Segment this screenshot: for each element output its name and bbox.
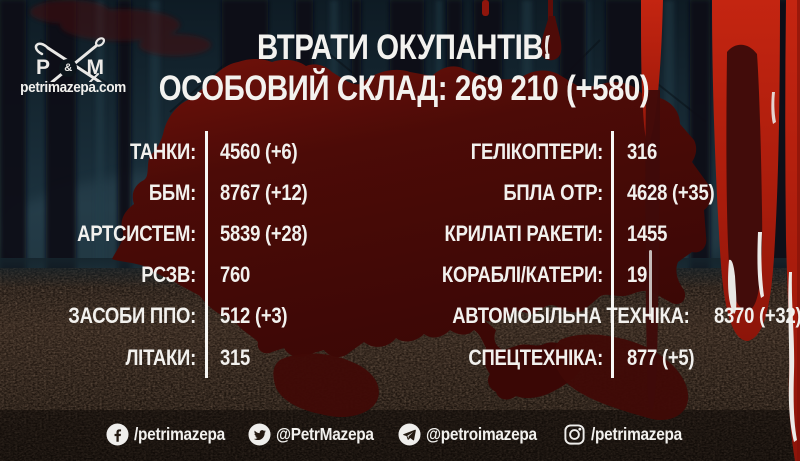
- twitter-icon: [248, 423, 271, 446]
- instagram-link[interactable]: /petrimazepa: [563, 423, 694, 446]
- stat-row-mlrs: РСЗВ: 760: [0, 255, 400, 296]
- logo: P & M petrimazepa.com: [20, 22, 126, 102]
- twitter-handle: @PetrMazepa: [275, 424, 374, 444]
- telegram-icon: [398, 423, 421, 446]
- stat-label: ГЕЛІКОПТЕРИ:: [470, 138, 603, 164]
- stat-value: 877 (+5): [627, 344, 695, 370]
- stat-row-special-equipment: СПЕЦТЕХНІКА: 877 (+5): [407, 337, 800, 378]
- page-title: ВТРАТИ ОКУПАНТІВ. ОСОБОВИЙ СКЛАД: 269 21…: [8, 27, 800, 109]
- stat-label: АРТСИСТЕМ:: [77, 220, 196, 246]
- stat-label: ЛІТАКИ:: [125, 344, 196, 370]
- stat-value: 4628 (+35): [627, 179, 715, 205]
- twitter-link[interactable]: @PetrMazepa: [248, 423, 387, 446]
- stat-row-planes: ЛІТАКИ: 315: [0, 337, 400, 378]
- stat-label: БПЛА ОТР:: [503, 179, 603, 205]
- stat-row-artillery: АРТСИСТЕМ: 5839 (+28): [0, 213, 400, 254]
- stat-label: ЗАСОБИ ППО:: [68, 303, 196, 329]
- blood-drip-middle: [641, 0, 663, 412]
- instagram-icon: [564, 424, 585, 445]
- stat-value: 19: [627, 262, 648, 288]
- stat-label: КРИЛАТІ РАКЕТИ:: [444, 220, 604, 246]
- telegram-link[interactable]: @petroimazepa: [398, 423, 552, 446]
- right-column-divider: [611, 131, 614, 378]
- instagram-handle: /petrimazepa: [591, 424, 682, 444]
- stat-label: РСЗВ:: [141, 262, 196, 288]
- stat-label: КОРАБЛІ/КАТЕРИ:: [441, 262, 603, 288]
- logo-ampersand: &: [59, 59, 78, 77]
- logo-letter-p: P: [36, 56, 51, 79]
- stat-row-vehicles: АВТОМОБІЛЬНА ТЕХНІКА: 8370 (+32): [407, 296, 800, 337]
- red-foliage: [30, 0, 211, 56]
- stats-right-column: ГЕЛІКОПТЕРИ: 316 БПЛА ОТР: 4628 (+35) КР…: [407, 131, 800, 378]
- stat-row-apc: ББМ: 8767 (+12): [0, 172, 400, 213]
- logo-site-url: petrimazepa.com: [20, 80, 126, 96]
- stat-value: 5839 (+28): [220, 220, 308, 246]
- logo-letter-m: M: [86, 56, 104, 79]
- stat-value: 1455: [627, 220, 668, 246]
- blood-drip-large: [712, 0, 780, 341]
- stat-row-air-defense: ЗАСОБИ ППО: 512 (+3): [0, 296, 400, 337]
- stat-value: 315: [220, 344, 251, 370]
- telegram-handle: @petroimazepa: [426, 424, 537, 444]
- stat-label: ББМ:: [148, 179, 196, 205]
- stat-row-cruise-missiles: КРИЛАТІ РАКЕТИ: 1455: [407, 213, 800, 254]
- stat-row-uav: БПЛА ОТР: 4628 (+35): [407, 172, 800, 213]
- left-column-divider: [205, 131, 208, 378]
- social-links-bar: /petrimazepa @PetrMazepa @petroimazepa /…: [0, 423, 800, 446]
- stat-value: 760: [220, 262, 251, 288]
- stat-row-helicopters: ГЕЛІКОПТЕРИ: 316: [407, 131, 800, 172]
- facebook-link[interactable]: /petrimazepa: [106, 423, 237, 446]
- stat-value: 8767 (+12): [220, 179, 308, 205]
- title-line-1: ВТРАТИ ОКУПАНТІВ.: [257, 28, 551, 67]
- blood-drips: [482, 0, 800, 461]
- stat-label: СПЕЦТЕХНІКА:: [468, 344, 603, 370]
- blood-drip-edge: [785, 0, 800, 461]
- stat-row-tanks: ТАНКИ: 4560 (+6): [0, 131, 400, 172]
- stat-label: АВТОМОБІЛЬНА ТЕХНІКА:: [452, 303, 690, 329]
- facebook-icon: [106, 423, 129, 446]
- stat-row-ships: КОРАБЛІ/КАТЕРИ: 19: [407, 255, 800, 296]
- stats-left-column: ТАНКИ: 4560 (+6) ББМ: 8767 (+12) АРТСИСТ…: [0, 131, 400, 378]
- title-line-2: ОСОБОВИЙ СКЛАД: 269 210 (+580): [158, 69, 650, 108]
- blood-drip-small: [540, 0, 562, 61]
- stat-label: ТАНКИ:: [129, 138, 196, 164]
- stat-value: 4560 (+6): [220, 138, 298, 164]
- stat-value: 512 (+3): [220, 303, 288, 329]
- stat-value: 316: [627, 138, 658, 164]
- stat-value: 8370 (+32): [713, 303, 800, 329]
- facebook-handle: /petrimazepa: [133, 424, 225, 444]
